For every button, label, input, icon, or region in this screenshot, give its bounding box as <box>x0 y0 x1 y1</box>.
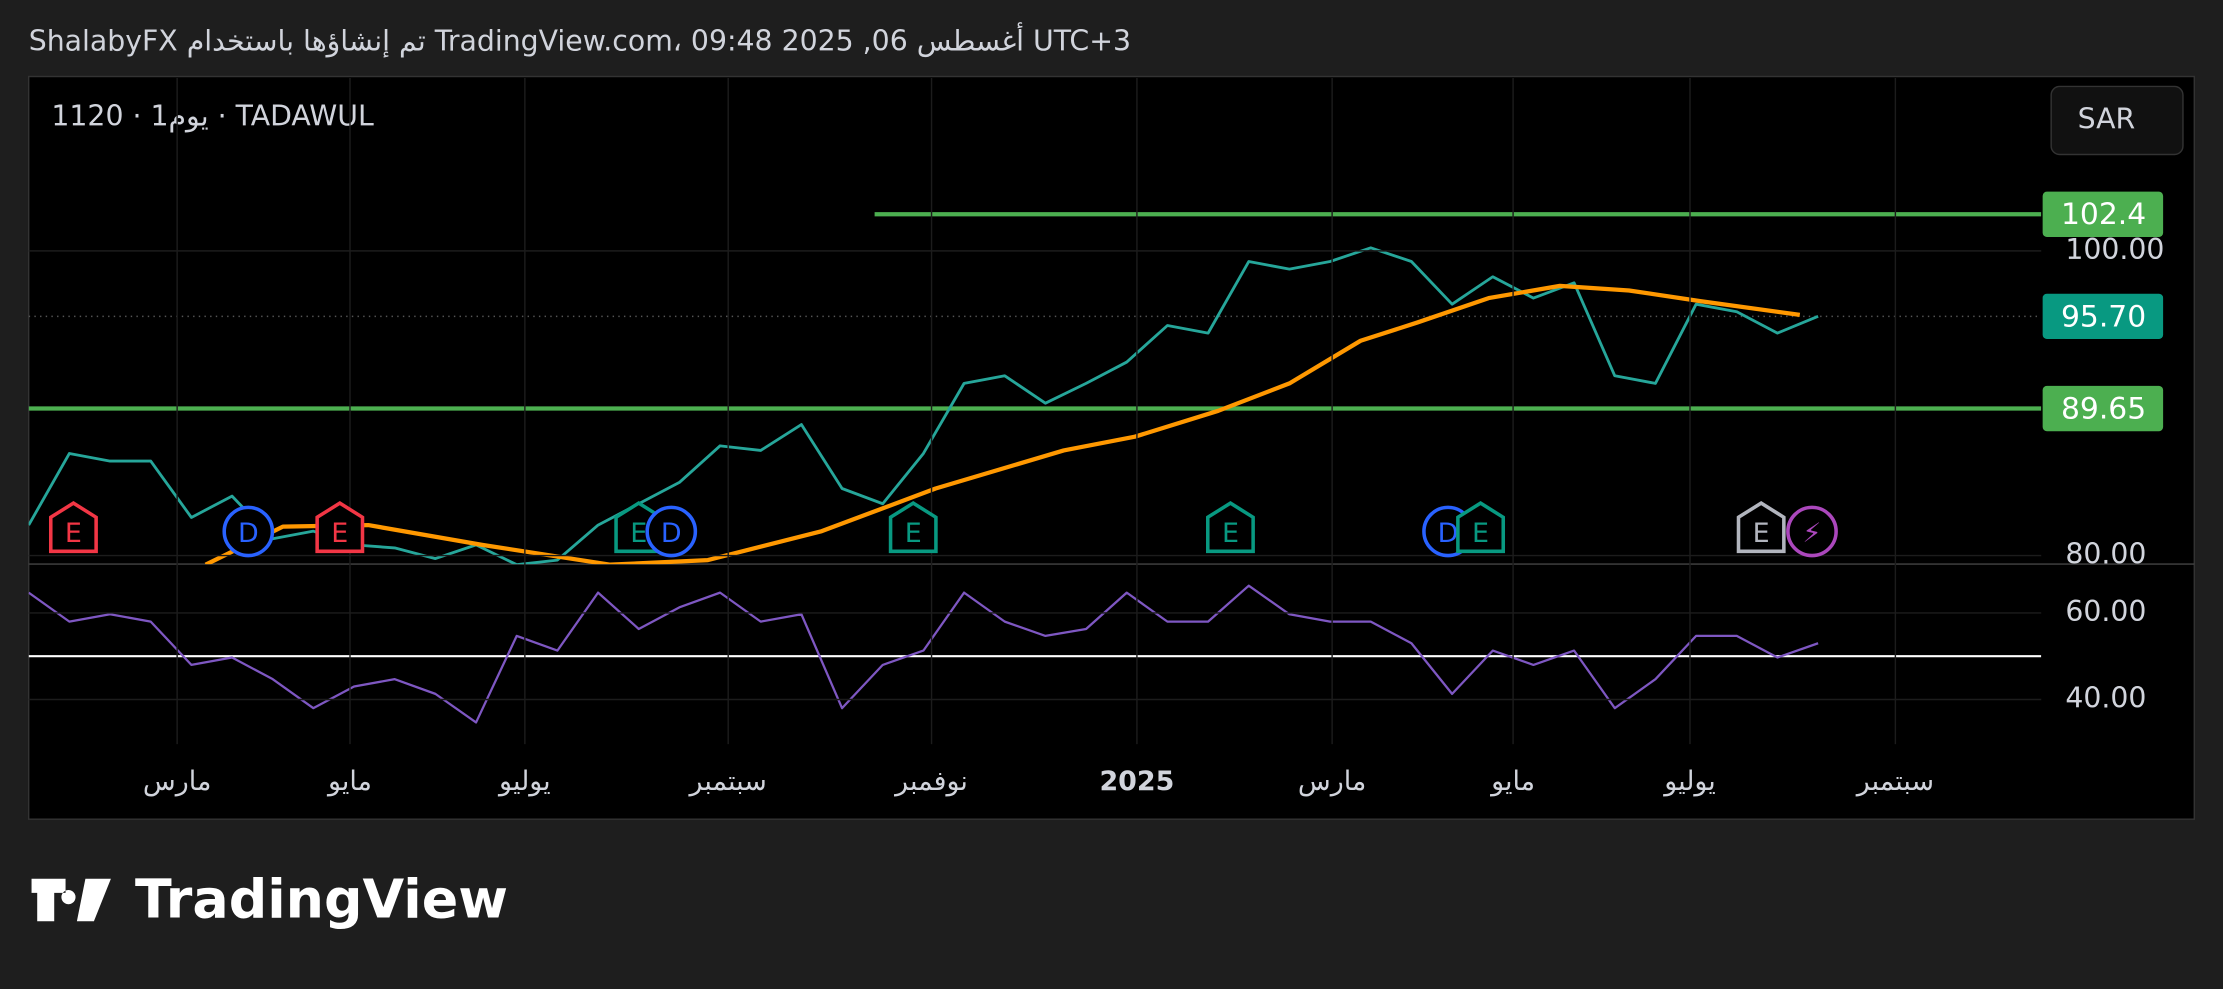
event-shape <box>1456 501 1506 554</box>
event-shape <box>1736 501 1786 554</box>
event-label: D <box>661 518 682 549</box>
x-tick-label: مايو <box>326 766 372 797</box>
event-label: E <box>905 518 922 549</box>
moving-average <box>204 283 1801 565</box>
event-shape <box>315 501 365 554</box>
event-label: D <box>1438 518 1459 549</box>
event-marker[interactable]: E <box>1456 501 1506 554</box>
currency-button[interactable] <box>2050 85 2184 156</box>
y-tick-label: 40.00 <box>2065 681 2146 714</box>
event-marker[interactable]: ⚡ <box>1786 505 1838 558</box>
event-shape <box>888 501 938 554</box>
x-tick-label: يوليو <box>497 766 551 797</box>
x-tick-label: مايو <box>1489 766 1535 797</box>
x-tick-label: مارس <box>1298 766 1366 797</box>
rsi-line <box>28 584 1819 724</box>
price-badge-label: 95.70 <box>2061 299 2146 334</box>
event-marker[interactable]: D <box>645 505 698 558</box>
x-tick-label: سبتمبر <box>688 766 767 797</box>
x-tick-label: 2025 <box>1099 766 1174 797</box>
event-shape <box>1786 505 1838 558</box>
event-label: E <box>331 518 348 549</box>
price-badge <box>2042 191 2164 237</box>
y-tick-label: 60.00 <box>2065 595 2146 628</box>
y-tick-label: 80.00 <box>2065 538 2146 571</box>
price-badge-label: 102.4 <box>2061 197 2146 232</box>
watermark: TradingView <box>135 867 508 930</box>
logo <box>31 878 111 922</box>
event-label: E <box>1472 518 1489 549</box>
x-tick-label: مارس <box>143 766 211 797</box>
price-badge <box>2042 385 2164 432</box>
event-label: E <box>630 518 647 549</box>
event-shape <box>1206 501 1255 554</box>
currency-label[interactable]: SAR <box>2078 102 2136 135</box>
event-label: D <box>238 518 259 549</box>
event-marker[interactable]: E <box>1736 501 1786 554</box>
event-label: E <box>1753 518 1770 549</box>
chart-title: ShalabyFX تم إنشاؤها باستخدام TradingVie… <box>29 22 1131 58</box>
event-label: ⚡ <box>1803 518 1822 549</box>
symbol-label: 1120 · يوم1 · TADAWUL <box>51 100 374 133</box>
event-marker[interactable]: D <box>222 505 275 558</box>
x-tick-label: نوفمبر <box>893 766 968 797</box>
event-label: E <box>65 518 82 549</box>
chart-panel <box>28 75 2195 820</box>
price-badge-label: 89.65 <box>2061 391 2146 426</box>
event-marker[interactable]: E <box>48 501 98 554</box>
x-tick-label: سبتمبر <box>1855 766 1934 797</box>
rsi-pane <box>28 584 2042 724</box>
event-label: E <box>1222 518 1239 549</box>
event-shape <box>222 505 275 558</box>
event-shape <box>48 501 98 554</box>
event-marker[interactable]: E <box>1206 501 1255 554</box>
event-shape <box>645 505 698 558</box>
event-marker[interactable]: E <box>888 501 938 554</box>
y-tick-label: 100.00 <box>2065 233 2164 266</box>
event-marker[interactable]: E <box>315 501 365 554</box>
price-badge <box>2042 293 2164 340</box>
x-tick-label: يوليو <box>1662 766 1716 797</box>
